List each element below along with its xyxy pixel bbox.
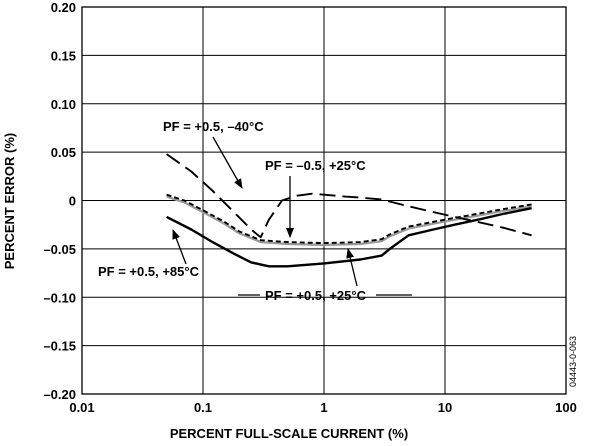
series-line-3 bbox=[166, 207, 532, 268]
x-tick-labels: 0.01 0.1 1 10 100 bbox=[69, 400, 577, 415]
annotation-pf-neg05-plus25: PF = –0.5, +25°C bbox=[265, 158, 366, 173]
y-tick-label: –0.10 bbox=[43, 290, 76, 305]
annotation-arrow-pf-pos05-plus25 bbox=[346, 248, 358, 287]
annotation-pf-pos05-minus40: PF = +0.5, –40°C bbox=[163, 119, 264, 134]
x-tick-label: 100 bbox=[555, 400, 577, 415]
series-line-1 bbox=[166, 193, 532, 245]
y-axis-title: PERCENT ERROR (%) bbox=[2, 133, 17, 270]
y-tick-label: 0.20 bbox=[51, 0, 76, 15]
y-tick-label: 0 bbox=[69, 194, 76, 209]
y-tick-label: 0.10 bbox=[51, 97, 76, 112]
y-tick-label: –0.20 bbox=[43, 387, 76, 402]
annotation-pf-pos05-plus85: PF = +0.5, +85°C bbox=[98, 264, 200, 279]
x-axis-title: PERCENT FULL-SCALE CURRENT (%) bbox=[170, 426, 408, 441]
series-layer bbox=[166, 153, 532, 268]
y-tick-labels: 0.20 0.15 0.10 0.05 0 –0.05 –0.10 –0.15 –0.20 bbox=[43, 0, 76, 402]
annotation-arrow-pf-pos05-minus40 bbox=[212, 136, 243, 189]
y-tick-label: –0.15 bbox=[43, 339, 76, 354]
y-tick-label: 0.05 bbox=[51, 145, 76, 160]
x-tick-label: 0.01 bbox=[69, 400, 94, 415]
y-tick-label: –0.05 bbox=[43, 242, 76, 257]
x-tick-label: 1 bbox=[320, 400, 327, 415]
plot-frame bbox=[81, 6, 567, 395]
annotation-arrow-pf-pos05-plus85 bbox=[172, 229, 187, 265]
gridlines bbox=[82, 7, 566, 394]
series-line-0 bbox=[166, 153, 532, 239]
x-tick-label: 10 bbox=[438, 400, 452, 415]
figure-id: 04443-0-063 bbox=[568, 336, 578, 387]
annotation-pf-pos05-plus25: PF = +0.5, +25°C bbox=[265, 288, 367, 303]
x-tick-label: 0.1 bbox=[194, 400, 212, 415]
annotations: PF = +0.5, –40°C PF = –0.5, +25°C PF = +… bbox=[98, 119, 412, 303]
y-tick-label: 0.15 bbox=[51, 48, 76, 63]
